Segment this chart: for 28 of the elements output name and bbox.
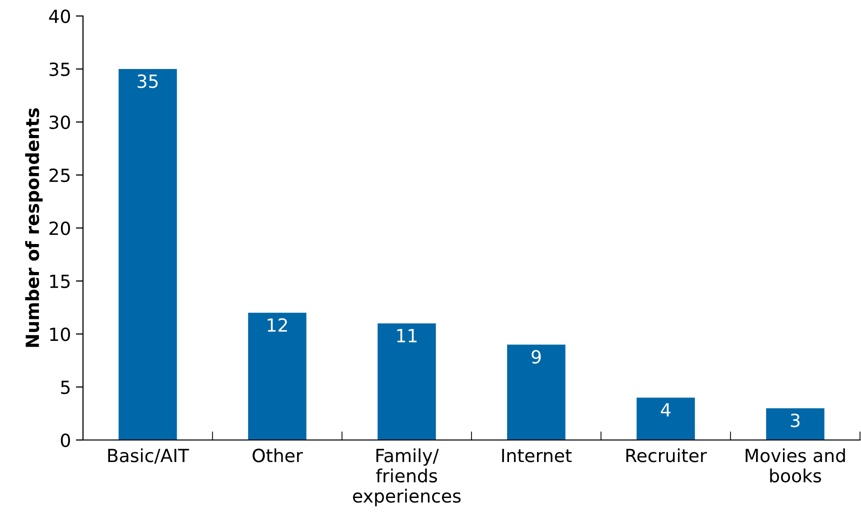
data-label: 35	[138, 74, 158, 88]
y-tick-label: 35	[50, 62, 70, 76]
y-tick-label: 10	[50, 327, 70, 342]
bar	[248, 312, 306, 440]
y-axis-title: Number of respondents	[25, 108, 43, 347]
x-tick-label: Movies and books	[746, 448, 845, 483]
y-tick-label: 30	[50, 115, 70, 130]
y-tick-label: 0	[60, 433, 70, 448]
x-tick-label: Family/ friends experiences	[353, 448, 461, 506]
y-tick-label: 20	[50, 221, 70, 236]
y-tick-label: 15	[50, 274, 70, 288]
x-tick-label: Internet	[502, 448, 572, 462]
data-label: 11	[397, 329, 417, 342]
y-tick-label: 25	[50, 168, 70, 182]
bar	[636, 398, 695, 440]
data-label: 9	[532, 350, 541, 364]
bar	[766, 408, 824, 440]
x-tick-label: Recruiter	[626, 448, 707, 462]
data-label: 12	[268, 318, 287, 332]
data-label: 3	[790, 414, 800, 428]
x-tick-label: Other	[252, 448, 303, 462]
data-label: 4	[660, 403, 670, 416]
x-tick-label: Basic/AIT	[108, 448, 190, 464]
y-tick-label: 5	[61, 380, 70, 394]
bar	[378, 323, 436, 440]
bar	[118, 69, 177, 440]
y-tick-label: 40	[49, 9, 70, 24]
bar	[507, 344, 566, 440]
